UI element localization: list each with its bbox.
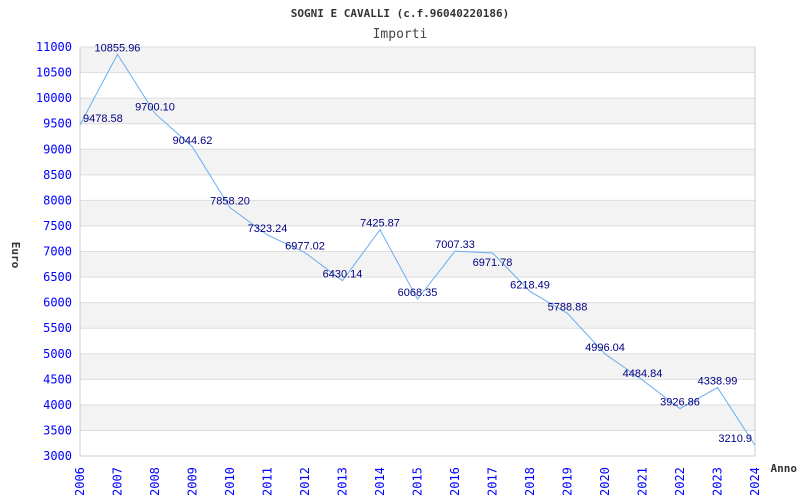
data-point <box>454 250 456 252</box>
y-tick-label: 4500 <box>43 372 72 386</box>
data-label: 3926.86 <box>660 397 700 409</box>
data-label: 4996.04 <box>585 342 625 354</box>
y-tick-label: 6500 <box>43 270 72 284</box>
grid-band <box>80 47 755 73</box>
data-point <box>417 298 418 300</box>
data-label: 7858.20 <box>210 196 250 208</box>
data-point <box>192 146 193 148</box>
x-tick-label: 2011 <box>261 467 275 496</box>
x-tick-label: 2013 <box>336 467 350 496</box>
chart-subtitle: Importi <box>373 27 428 42</box>
y-tick-label: 6000 <box>43 296 72 310</box>
data-point <box>679 408 681 410</box>
x-tick-label: 2022 <box>673 467 687 496</box>
y-tick-label: 8000 <box>43 193 72 207</box>
x-tick-label: 2014 <box>373 467 387 496</box>
chart-title: SOGNI E CAVALLI (c.f.96040220186) <box>291 7 510 20</box>
data-point <box>229 207 231 209</box>
x-tick-label: 2006 <box>73 467 87 496</box>
data-point <box>379 229 381 231</box>
data-point <box>604 353 606 355</box>
grid-band <box>80 302 755 329</box>
grid-band <box>80 98 755 124</box>
data-point <box>304 252 306 254</box>
data-label: 6218.49 <box>510 279 550 291</box>
data-label: 6977.02 <box>285 241 325 253</box>
data-label: 9700.10 <box>135 101 175 113</box>
data-label: 7007.33 <box>435 239 475 251</box>
x-tick-label: 2016 <box>448 467 462 496</box>
x-tick-label: 2023 <box>711 467 725 496</box>
data-point <box>154 112 156 114</box>
y-tick-label: 11000 <box>36 40 72 54</box>
x-tick-label: 2018 <box>523 467 537 496</box>
y-tick-label: 9000 <box>43 142 72 156</box>
data-label: 4338.99 <box>698 376 738 388</box>
data-label: 6068.35 <box>398 287 438 299</box>
data-point <box>342 280 343 282</box>
y-tick-label: 5500 <box>43 321 72 335</box>
data-point <box>267 234 268 236</box>
data-point <box>717 387 718 389</box>
grid-band <box>80 251 755 278</box>
x-tick-label: 2021 <box>636 467 650 496</box>
data-point <box>642 379 643 381</box>
data-label: 9478.58 <box>83 113 123 125</box>
y-tick-label: 3000 <box>43 449 72 463</box>
grid-band <box>80 200 755 226</box>
data-label: 3210.9 <box>718 433 752 445</box>
x-axis-label: Anno <box>771 462 798 475</box>
x-tick-label: 2012 <box>298 467 312 496</box>
x-tick-label: 2020 <box>598 467 612 496</box>
y-axis-label: Euro <box>9 242 22 269</box>
y-tick-label: 10500 <box>36 66 72 80</box>
x-tick-label: 2019 <box>561 467 575 496</box>
data-label: 6430.14 <box>323 269 363 281</box>
grid-band <box>80 353 755 380</box>
x-tick-label: 2007 <box>111 467 125 496</box>
x-tick-label: 2017 <box>486 467 500 496</box>
data-label: 5788.88 <box>548 301 588 313</box>
data-label: 7323.24 <box>248 223 288 235</box>
y-tick-label: 9500 <box>43 117 72 131</box>
data-label: 6971.78 <box>473 257 513 269</box>
data-point <box>492 252 493 254</box>
x-tick-label: 2009 <box>186 467 200 496</box>
data-point <box>754 444 756 446</box>
y-tick-label: 7500 <box>43 219 72 233</box>
y-tick-label: 8500 <box>43 168 72 182</box>
data-point <box>79 124 81 126</box>
x-tick-label: 2010 <box>223 467 237 496</box>
y-tick-label: 10000 <box>36 91 72 105</box>
data-label: 4484.84 <box>623 368 663 380</box>
x-tick-label: 2008 <box>148 467 162 496</box>
data-label: 10855.96 <box>95 42 141 54</box>
data-point <box>567 312 568 314</box>
data-label: 7425.87 <box>360 218 400 230</box>
data-point <box>117 53 118 55</box>
grid-band <box>80 404 755 431</box>
y-tick-label: 4000 <box>43 398 72 412</box>
y-tick-label: 3500 <box>43 423 72 437</box>
x-tick-label: 2024 <box>748 467 762 496</box>
data-label: 9044.62 <box>173 135 213 147</box>
y-tick-label: 7000 <box>43 245 72 259</box>
grid-band <box>80 149 755 175</box>
y-tick-label: 5000 <box>43 347 72 361</box>
x-tick-label: 2015 <box>411 467 425 496</box>
data-point <box>529 290 531 292</box>
